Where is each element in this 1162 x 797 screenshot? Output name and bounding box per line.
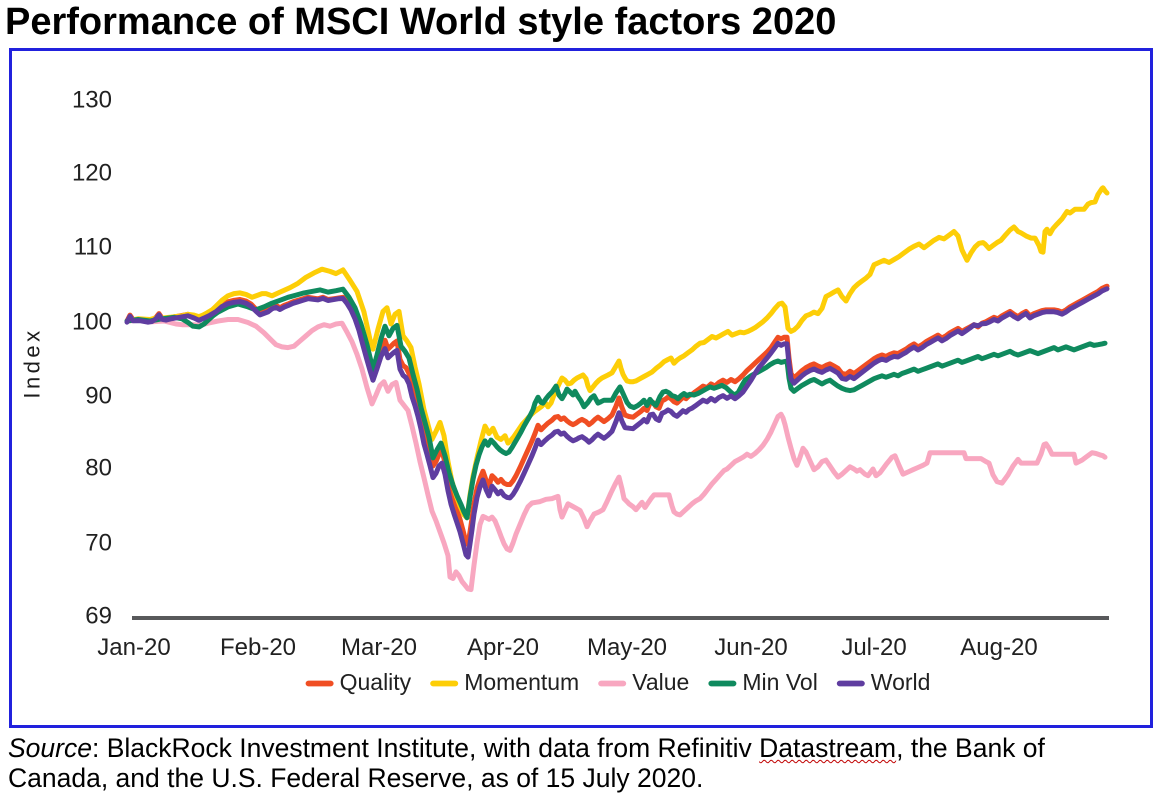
svg-text:110: 110	[74, 234, 112, 261]
svg-text:Mar-20: Mar-20	[341, 634, 417, 661]
svg-text:Feb-20: Feb-20	[220, 634, 296, 661]
svg-text:Apr-20: Apr-20	[467, 634, 539, 661]
svg-text:90: 90	[85, 383, 112, 410]
svg-text:Value: Value	[632, 669, 689, 695]
svg-text:130: 130	[72, 87, 112, 114]
svg-text:Jan-20: Jan-20	[97, 634, 170, 661]
svg-text:Jul-20: Jul-20	[841, 634, 906, 661]
svg-text:80: 80	[85, 455, 112, 482]
svg-text:Aug-20: Aug-20	[960, 634, 1037, 661]
svg-text:120: 120	[72, 160, 112, 187]
svg-text:Jun-20: Jun-20	[714, 634, 787, 661]
svg-text:Index: Index	[20, 327, 45, 398]
svg-text:May-20: May-20	[587, 634, 667, 661]
svg-text:Quality: Quality	[340, 669, 412, 695]
svg-text:100: 100	[72, 309, 112, 336]
svg-text:Min Vol: Min Vol	[742, 669, 817, 695]
svg-text:World: World	[871, 669, 931, 695]
svg-text:70: 70	[85, 530, 112, 557]
svg-text:Momentum: Momentum	[464, 669, 579, 695]
svg-text:69: 69	[85, 603, 112, 630]
